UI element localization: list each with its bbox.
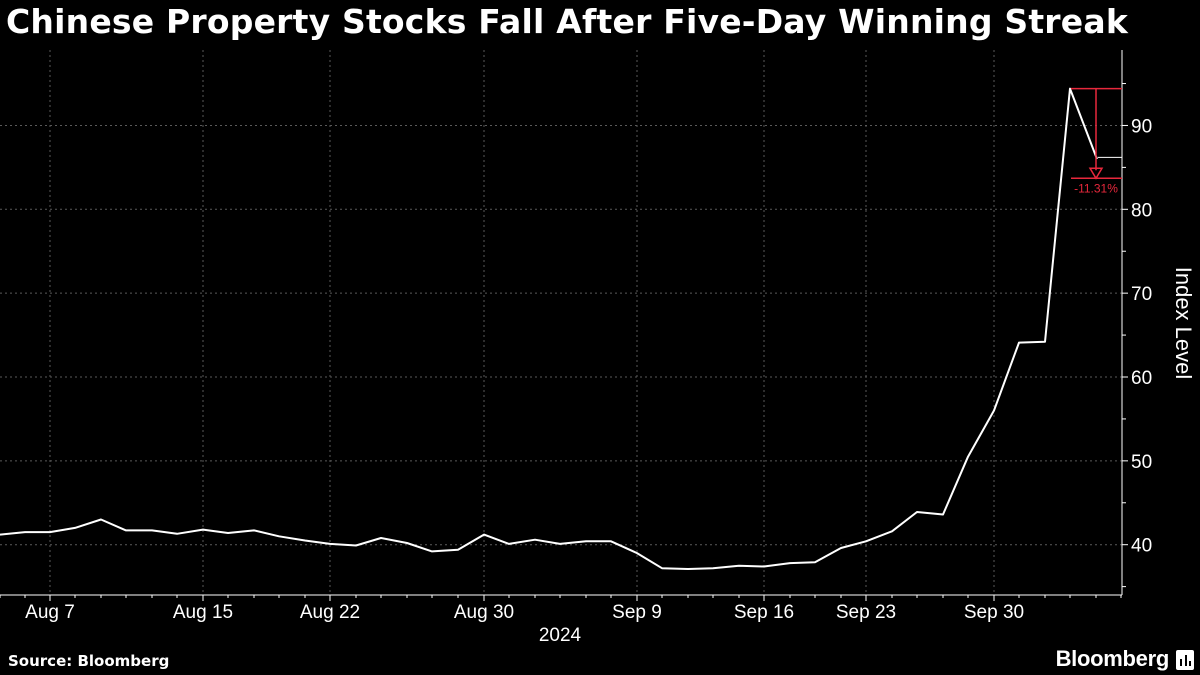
x-tick-label: Sep 30 — [964, 602, 1024, 623]
y-tick-label: 90 — [1131, 116, 1152, 137]
x-tick-label: Aug 15 — [173, 602, 233, 623]
y-tick-label: 80 — [1131, 200, 1152, 221]
x-tick-label: Aug 22 — [300, 602, 360, 623]
y-tick-label: 50 — [1131, 452, 1152, 473]
x-tick-label: Sep 16 — [734, 602, 794, 623]
annotation-arrowhead — [1088, 167, 1104, 180]
x-tick-label: Sep 9 — [612, 602, 662, 623]
y-tick-label: 70 — [1131, 284, 1152, 305]
y-axis-label: Index Level — [1171, 267, 1196, 380]
x-tick-label: Sep 23 — [836, 602, 896, 623]
chart-title: Chinese Property Stocks Fall After Five-… — [6, 2, 1128, 41]
x-tick-label: Aug 7 — [25, 602, 75, 623]
annotation-label: -11.31% — [1074, 181, 1118, 195]
x-axis-label: 2024 — [539, 625, 582, 646]
series-line — [0, 87, 1098, 570]
brand-wordmark: Bloomberg — [1055, 646, 1170, 671]
y-tick-label: 60 — [1131, 368, 1152, 389]
x-tick-label: Aug 30 — [454, 602, 514, 623]
bloomberg-terminal-icon — [1176, 650, 1194, 670]
source-note: Source: Bloomberg — [8, 652, 170, 670]
y-tick-label: 40 — [1131, 536, 1152, 557]
